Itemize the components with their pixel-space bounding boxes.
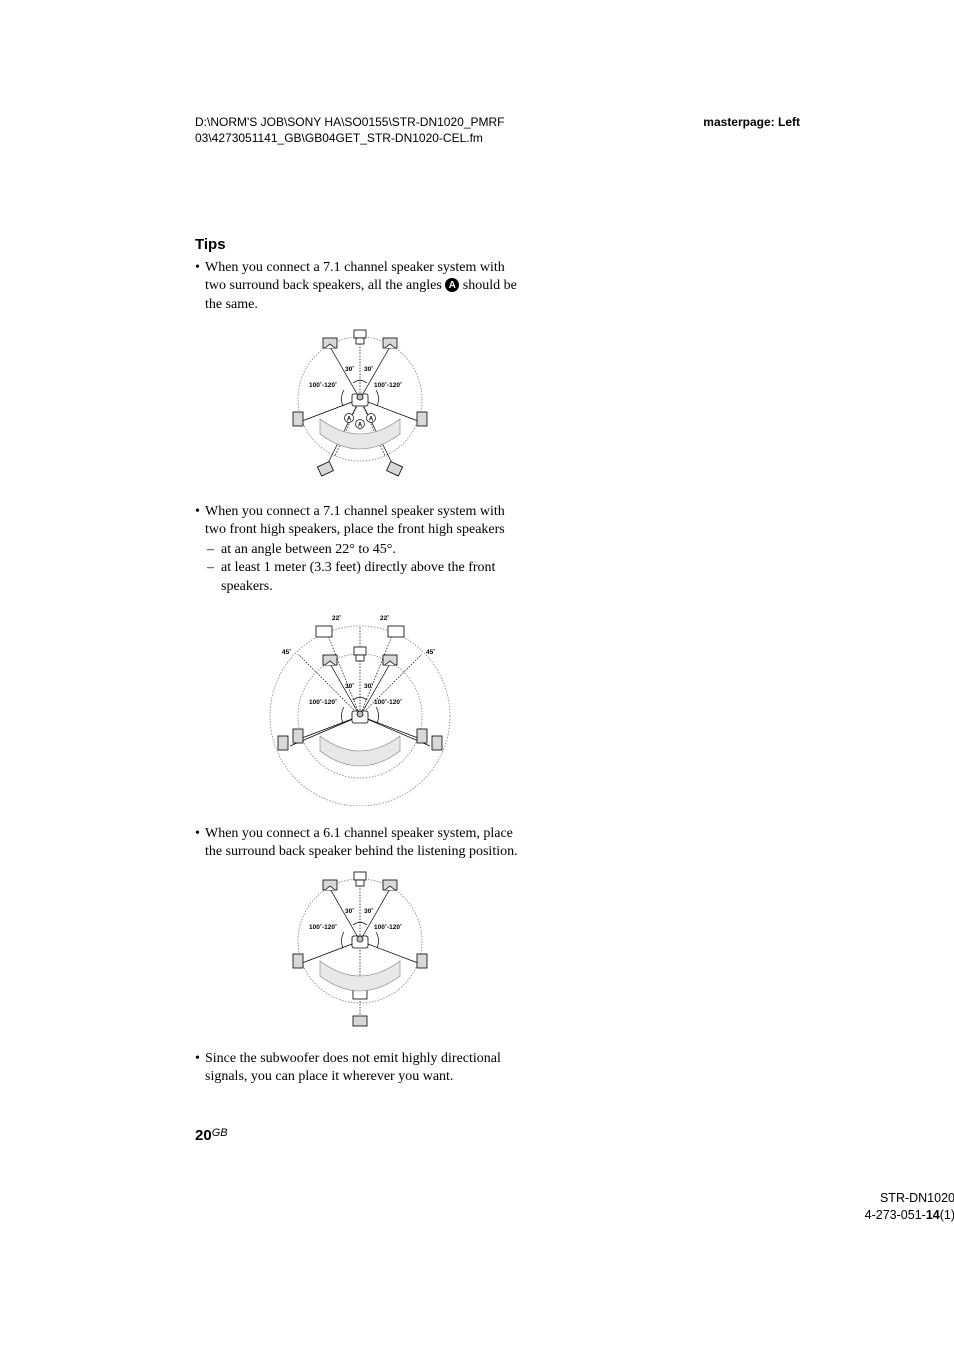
diagram-7-1-back: 30˚ 30˚ 100˚-120˚ 100˚-120˚ A A A (195, 324, 525, 489)
angle-label: 22˚ (332, 614, 341, 622)
header-row: D:\NORM'S JOB\SONY HA\SO0155\STR-DN1020_… (195, 115, 770, 146)
page-number-value: 20 (195, 1127, 212, 1144)
angle-label: 30˚ (345, 682, 354, 690)
angle-label: 100˚-120˚ (309, 698, 337, 706)
tip-text: When you connect a 7.1 channel speaker s… (205, 503, 525, 539)
bullet-icon: • (195, 1050, 205, 1086)
tip-sub-item: – at least 1 meter (3.3 feet) directly a… (207, 559, 525, 595)
masterpage-label: masterpage: Left (703, 115, 800, 129)
angle-label: 100˚-120˚ (309, 381, 337, 389)
tip-item: • When you connect a 7.1 channel speaker… (195, 503, 525, 539)
page-number: 20GB (195, 1127, 228, 1144)
footer-doc: 4-273-051-14(1) (680, 1207, 954, 1224)
diagram-7-1-high: 22˚ 22˚ 45˚ 45˚ 30˚ 30˚ 100˚-120˚ 100˚-1… (195, 606, 525, 811)
angle-label: 100˚-120˚ (309, 923, 337, 931)
bullet-icon: • (195, 259, 205, 314)
diagram-6-1: 30˚ 30˚ 100˚-120˚ 100˚-120˚ (195, 871, 525, 1036)
tip-item: • Since the subwoofer does not emit high… (195, 1050, 525, 1086)
footer-right: STR-DN1020 4-273-051-14(1) (680, 1190, 954, 1224)
angle-label: 100˚-120˚ (374, 381, 402, 389)
angle-label: 100˚-120˚ (374, 698, 402, 706)
tip-text: When you connect a 6.1 channel speaker s… (205, 825, 525, 861)
tip-sub-text: at an angle between 22° to 45°. (221, 541, 525, 559)
footer-doc-bold: 14 (926, 1208, 940, 1222)
angle-label: 45˚ (282, 648, 291, 656)
bullet-icon: • (195, 503, 205, 539)
tip-text: When you connect a 7.1 channel speaker s… (205, 259, 525, 314)
angle-label: 45˚ (426, 648, 435, 656)
bullet-icon: • (195, 825, 205, 861)
svg-text:A: A (369, 416, 374, 422)
angle-label: 30˚ (345, 365, 354, 373)
angle-label: 30˚ (364, 907, 373, 915)
footer-model: STR-DN1020 (680, 1190, 954, 1207)
angle-label: 100˚-120˚ (374, 923, 402, 931)
tip-item: • When you connect a 6.1 channel speaker… (195, 825, 525, 861)
tip-sub-text: at least 1 meter (3.3 feet) directly abo… (221, 559, 525, 595)
svg-text:A: A (347, 416, 352, 422)
svg-text:A: A (358, 422, 363, 428)
angle-label: 22˚ (380, 614, 389, 622)
dash-icon: – (207, 559, 221, 595)
tips-heading: Tips (195, 236, 525, 253)
dash-icon: – (207, 541, 221, 559)
footer-doc-suffix: (1) (940, 1208, 954, 1222)
tip-sub-item: – at an angle between 22° to 45°. (207, 541, 525, 559)
tip-item: • When you connect a 7.1 channel speaker… (195, 259, 525, 314)
footer-doc-prefix: 4-273-051- (865, 1208, 926, 1222)
file-path: D:\NORM'S JOB\SONY HA\SO0155\STR-DN1020_… (195, 115, 645, 146)
tip-text: Since the subwoofer does not emit highly… (205, 1050, 525, 1086)
angle-label: 30˚ (345, 907, 354, 915)
angle-label: 30˚ (364, 365, 373, 373)
circled-a-icon: A (445, 278, 459, 292)
page-number-suffix: GB (212, 1127, 228, 1139)
angle-label: 30˚ (364, 682, 373, 690)
content-column: Tips • When you connect a 7.1 channel sp… (195, 236, 525, 1086)
